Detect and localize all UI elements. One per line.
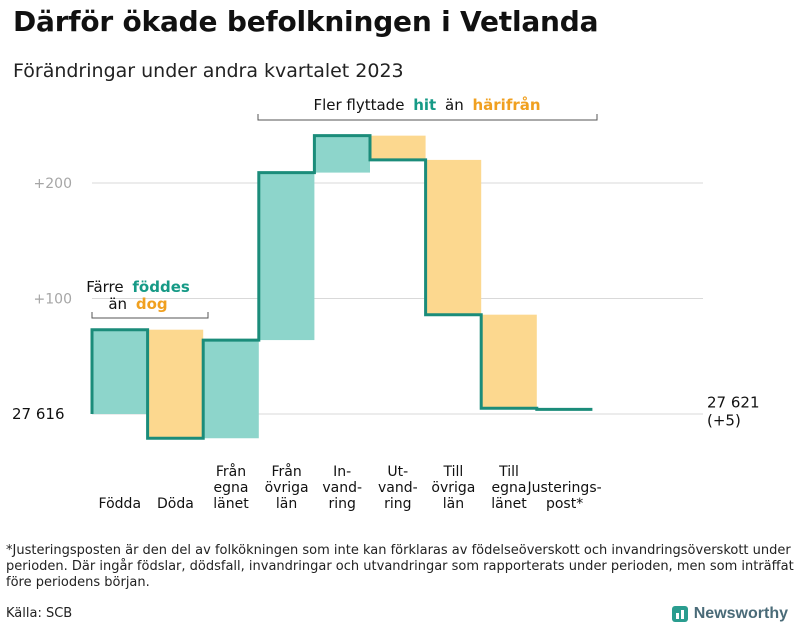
category-label-5: Ut-vand-ring [378,464,418,512]
category-label-3-line-0: Från [271,463,301,480]
bar-1 [147,329,204,439]
bar-2 [203,340,259,439]
end-value-label: 27 621 [707,393,760,411]
chart-subtitle: Förändringar under andra kvartalet 2023 [13,60,404,82]
category-label-3-line-2: län [276,496,297,512]
annotation-births-deaths-middle: än [108,295,127,313]
category-label-5-line-0: Ut- [387,464,408,480]
chart-title: Därför ökade befolkningen i Vetlanda [13,5,599,38]
bar-chart-icon [671,606,688,622]
category-label-6-line-1: övriga [431,480,475,496]
annotation-migration: Fler flyttade hit än härifrån [257,96,598,121]
category-label-4-line-0: In- [333,464,351,480]
category-label-7-line-1: egna [492,480,527,496]
footnote: *Justeringsposten är den del av folkökni… [6,543,794,590]
category-label-6: Till övriga län [431,464,475,512]
category-label-7: Till egna länet [491,464,527,512]
category-label-6-line-0: Till [443,464,464,480]
category-label-4-line-1: vand- [322,480,362,496]
bar-0 [92,329,148,414]
category-label-1-line-0: Döda [157,496,194,512]
category-label-3: Från övriga län [265,463,309,512]
start-value-label: 27 616 [12,405,65,423]
annotation-births-deaths-prefix: Färre [86,278,123,296]
category-label-4: In-vand-ring [322,464,362,512]
step-line-layer [90,134,593,440]
source-note: Källa: SCB [6,606,73,621]
step-line [90,134,593,440]
annotation-births-deaths-line1: Färre föddes [86,278,190,296]
y-tick-label-1: +100 [34,292,72,308]
annotation-births-deaths-gain-word: föddes [132,278,189,296]
category-label-8-line-0: Justerings- [527,480,602,496]
annotation-births-deaths-line2: än dog [108,295,167,313]
category-label-7-line-2: länet [491,496,527,512]
bar-4 [314,135,370,173]
category-label-8-line-1: post* [546,496,583,512]
annotation-migration-middle: än [445,96,464,114]
end-change-label: (+5) [707,411,741,429]
category-label-8: Justerings-post* [527,480,602,512]
bar-3 [258,172,315,341]
category-label-2-line-0: Från [216,463,246,480]
category-label-1: Döda [157,496,194,512]
category-label-6-line-2: län [443,496,464,512]
brand-logo: Newsworthy [671,605,788,623]
category-label-5-line-2: ring [384,496,411,512]
category-label-5-line-1: vand- [378,480,418,496]
annotation-migration-loss-word: härifrån [472,96,540,114]
brand-name: Newsworthy [693,605,788,622]
category-label-4-line-2: ring [328,496,355,512]
bar-6 [425,159,482,315]
category-label-0: Födda [99,496,141,512]
annotation-births-deaths-bracket [91,312,209,319]
category-label-3-line-1: övriga [265,480,309,496]
category-label-7-line-0: Till [498,464,519,480]
category-label-2: Från egna länet [213,463,249,512]
annotation-migration-bracket [257,114,598,121]
annotation-migration-gain-word: hit [413,96,436,114]
bar-layer [92,135,537,439]
bar-5 [370,135,426,160]
y-tick-label-0: +200 [34,176,72,192]
annotation-migration-prefix: Fler flyttade [313,96,404,114]
category-label-0-line-0: Födda [99,496,141,512]
annotation-migration-text: Fler flyttade hit än härifrån [313,96,540,114]
annotation-births-deaths: Färre föddes än dog [86,278,209,319]
bar-7 [481,314,537,409]
category-label-2-line-1: egna [214,480,249,496]
annotation-births-deaths-loss-word: dog [136,295,168,313]
category-label-2-line-2: länet [213,496,249,512]
